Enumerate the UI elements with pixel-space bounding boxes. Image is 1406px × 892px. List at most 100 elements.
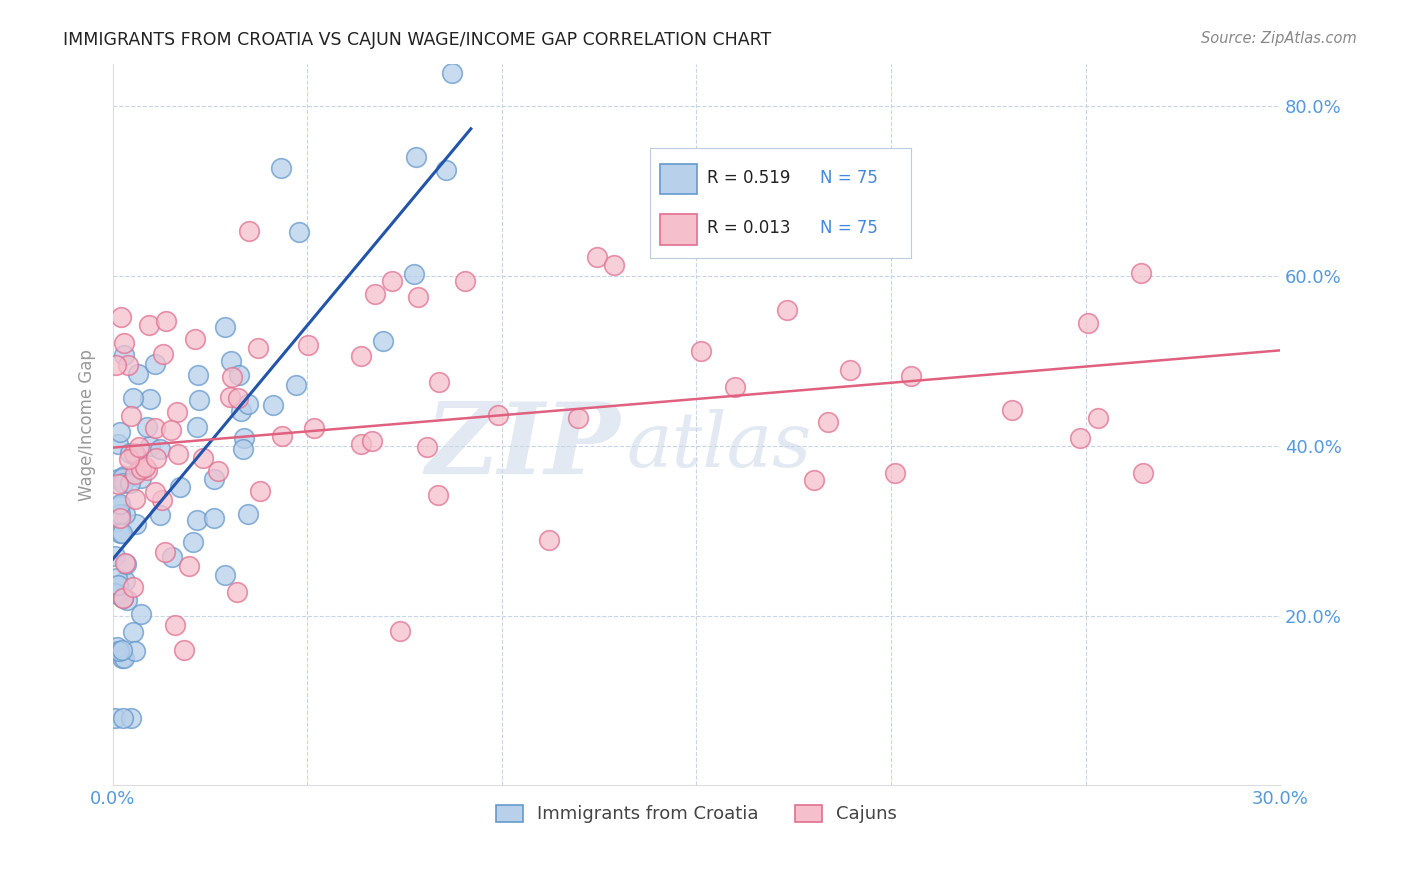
Point: [134, 460, 156, 475]
Point: [114, 557, 136, 571]
Text: IMMIGRANTS FROM CROATIA VS CAJUN WAGE/INCOME GAP CORRELATION CHART: IMMIGRANTS FROM CROATIA VS CAJUN WAGE/IN…: [63, 31, 772, 49]
Point: [389, 624, 412, 638]
Point: [107, 477, 129, 491]
Point: [115, 558, 138, 572]
Point: [162, 549, 184, 564]
Point: [125, 449, 148, 463]
Point: [149, 508, 172, 523]
Point: [112, 335, 135, 350]
Point: [408, 290, 430, 304]
Point: [111, 476, 134, 491]
Point: [427, 375, 450, 389]
Point: [150, 493, 173, 508]
Point: [117, 358, 139, 372]
Point: [111, 643, 134, 657]
Point: [153, 544, 176, 558]
Point: [416, 440, 439, 454]
Text: ZIP: ZIP: [426, 398, 620, 495]
Point: [187, 392, 209, 407]
Text: N = 75: N = 75: [820, 219, 877, 237]
Point: [402, 267, 425, 281]
Point: [364, 287, 387, 301]
Point: [118, 475, 141, 490]
Point: [112, 469, 135, 483]
Point: [1069, 431, 1091, 445]
Point: [107, 578, 129, 592]
Point: [405, 150, 427, 164]
Point: [270, 161, 292, 175]
Point: [155, 314, 177, 328]
Point: [112, 651, 135, 665]
Point: [104, 644, 127, 658]
Point: [426, 488, 449, 502]
Text: Source: ZipAtlas.com: Source: ZipAtlas.com: [1201, 31, 1357, 46]
Point: [486, 409, 509, 423]
Point: [114, 574, 136, 589]
Point: [236, 507, 259, 521]
Point: [152, 347, 174, 361]
Point: [349, 437, 371, 451]
Legend: Immigrants from Croatia, Cajuns: Immigrants from Croatia, Cajuns: [488, 797, 904, 830]
Point: [107, 472, 129, 486]
Point: [104, 359, 127, 373]
Point: [110, 310, 132, 324]
Point: [177, 559, 200, 574]
Point: [135, 419, 157, 434]
Point: [219, 390, 242, 404]
Point: [1129, 266, 1152, 280]
Point: [219, 353, 242, 368]
Point: [247, 342, 270, 356]
Point: [381, 274, 404, 288]
Point: [122, 624, 145, 639]
Point: [136, 462, 159, 476]
Point: [284, 378, 307, 392]
Point: [229, 404, 252, 418]
Point: [191, 450, 214, 465]
Point: [817, 415, 839, 429]
Point: [124, 491, 146, 506]
Point: [104, 585, 127, 599]
Point: [114, 348, 136, 362]
Point: [186, 419, 208, 434]
Point: [288, 225, 311, 239]
Point: [233, 432, 256, 446]
Point: [537, 533, 560, 547]
Point: [107, 644, 129, 658]
Point: [125, 516, 148, 531]
Point: [115, 592, 138, 607]
Point: [202, 472, 225, 486]
Point: [228, 368, 250, 382]
Point: [111, 525, 134, 540]
Point: [111, 651, 134, 665]
Point: [226, 392, 249, 406]
Point: [108, 425, 131, 439]
Point: [434, 163, 457, 178]
Point: [838, 363, 860, 377]
Point: [1000, 403, 1022, 417]
Point: [689, 343, 711, 358]
Point: [160, 423, 183, 437]
Point: [883, 467, 905, 481]
Point: [302, 420, 325, 434]
Point: [221, 369, 243, 384]
Point: [124, 467, 146, 482]
Point: [262, 398, 284, 412]
Point: [214, 320, 236, 334]
Point: [166, 405, 188, 419]
Point: [104, 549, 127, 564]
Point: [1132, 466, 1154, 480]
Point: [108, 507, 131, 521]
Point: [586, 251, 609, 265]
Point: [361, 434, 384, 448]
Point: [143, 421, 166, 435]
Point: [1076, 316, 1098, 330]
Point: [371, 334, 394, 348]
Point: [202, 511, 225, 525]
Point: [108, 497, 131, 511]
Point: [104, 515, 127, 529]
Point: [110, 499, 132, 513]
Point: [143, 357, 166, 371]
Point: [112, 710, 135, 724]
Point: [454, 274, 477, 288]
Bar: [661, 163, 697, 194]
